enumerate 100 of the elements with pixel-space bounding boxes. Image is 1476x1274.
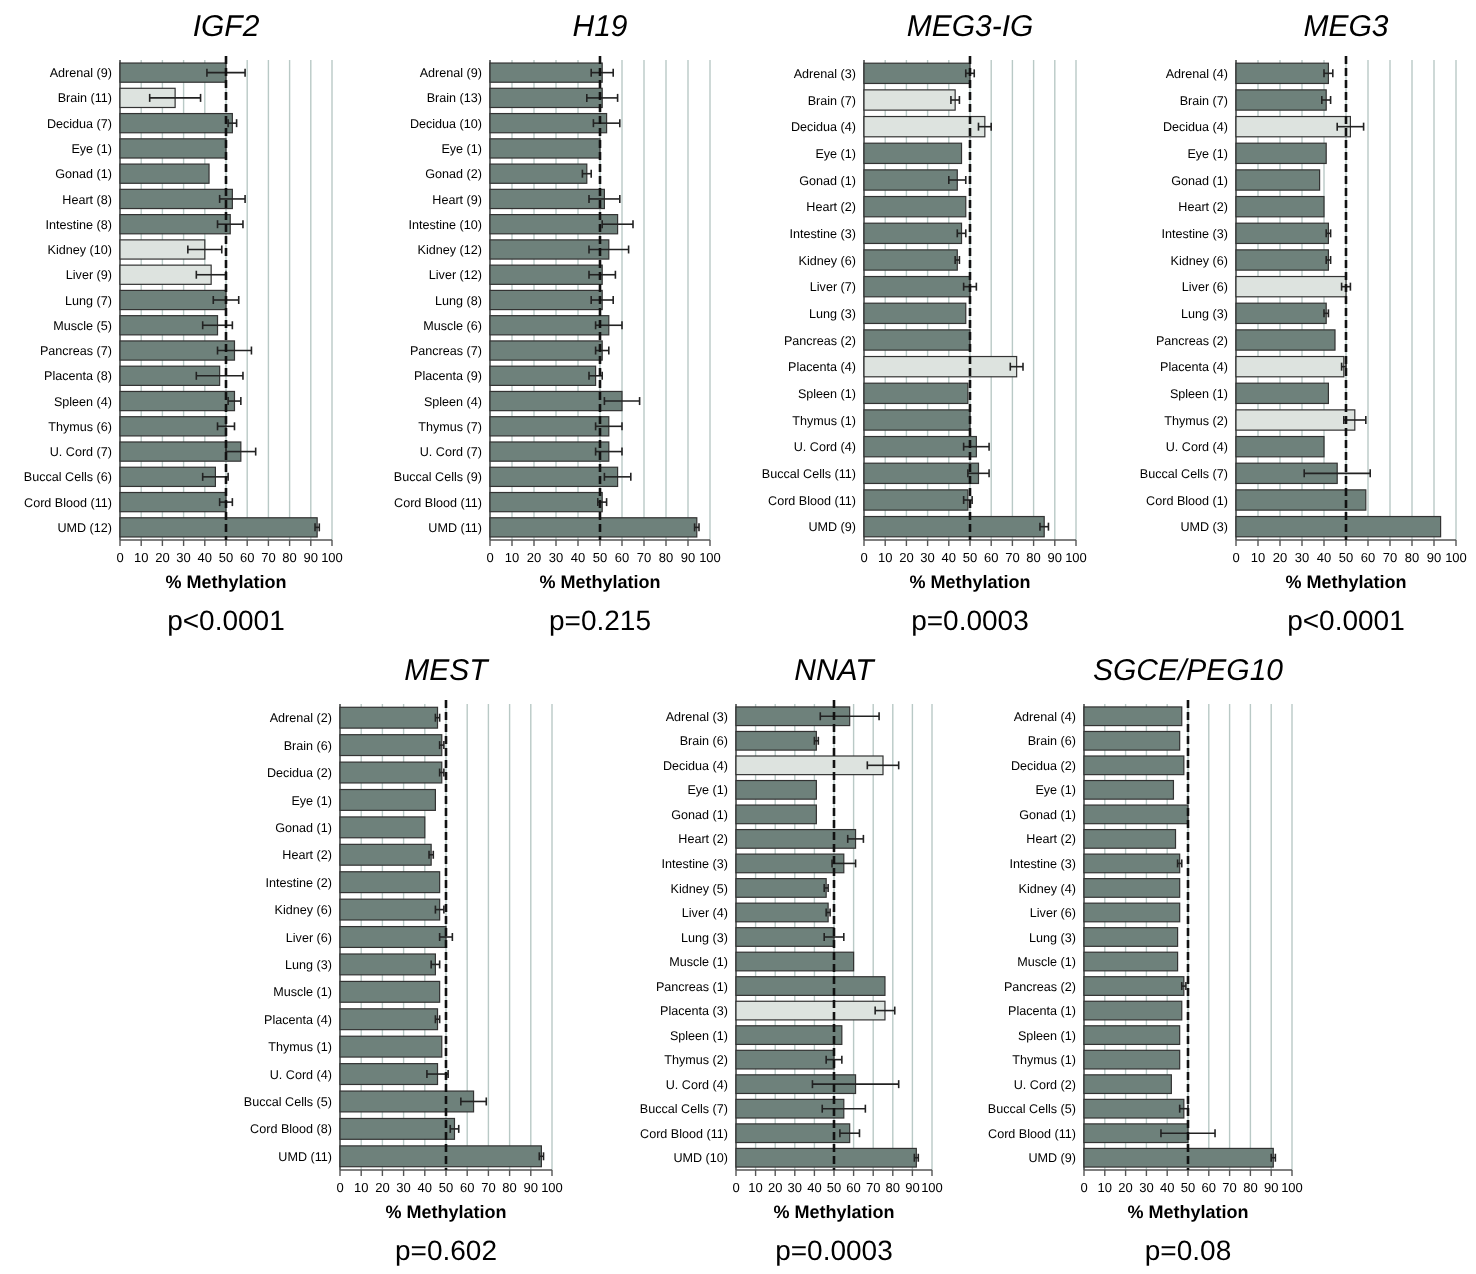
bar bbox=[339, 734, 443, 757]
bar bbox=[339, 788, 436, 811]
x-axis-title: % Methylation bbox=[385, 1202, 507, 1222]
bar bbox=[735, 1025, 843, 1046]
bar bbox=[735, 1049, 835, 1070]
bar bbox=[1083, 878, 1181, 898]
chart-title: H19 bbox=[572, 10, 629, 44]
bar bbox=[489, 87, 603, 109]
bar bbox=[863, 302, 967, 325]
bar bbox=[1235, 169, 1321, 191]
bar bbox=[119, 517, 318, 538]
bar bbox=[1235, 329, 1336, 351]
bar bbox=[1235, 249, 1329, 271]
bar bbox=[339, 953, 436, 976]
bar bbox=[489, 365, 597, 386]
bar bbox=[735, 730, 817, 751]
bar bbox=[489, 416, 610, 437]
bar bbox=[1083, 1025, 1181, 1046]
bar bbox=[1235, 142, 1327, 165]
bar bbox=[119, 491, 227, 513]
x-axis-title: % Methylation bbox=[539, 572, 661, 592]
bar bbox=[489, 491, 603, 513]
bar bbox=[1235, 435, 1325, 458]
text: p<0.0001 bbox=[1287, 604, 1406, 636]
text: p=0.215 bbox=[549, 604, 652, 636]
bar bbox=[1083, 1000, 1183, 1021]
bar bbox=[339, 898, 441, 921]
bar bbox=[1083, 1123, 1189, 1144]
bar bbox=[1235, 355, 1345, 378]
bar bbox=[489, 138, 601, 159]
bar bbox=[489, 466, 619, 488]
bar bbox=[119, 315, 219, 336]
bar bbox=[489, 315, 610, 336]
bar bbox=[1083, 853, 1181, 874]
bar bbox=[735, 1000, 886, 1021]
bar bbox=[863, 275, 971, 298]
bar bbox=[735, 927, 835, 947]
bar bbox=[735, 1098, 845, 1119]
bar bbox=[339, 843, 432, 866]
bar bbox=[735, 755, 884, 776]
bar bbox=[1235, 89, 1327, 111]
bar bbox=[339, 871, 441, 894]
bar bbox=[1235, 275, 1347, 298]
bar bbox=[863, 89, 956, 111]
bar bbox=[119, 466, 216, 488]
bar bbox=[339, 1090, 475, 1113]
bar bbox=[489, 264, 603, 285]
bar bbox=[1235, 222, 1329, 245]
bar bbox=[119, 188, 233, 210]
bar bbox=[489, 289, 603, 311]
bar bbox=[863, 169, 958, 191]
bar bbox=[489, 390, 623, 412]
bar bbox=[489, 163, 588, 184]
bar bbox=[489, 340, 603, 361]
bar bbox=[119, 163, 210, 184]
bar bbox=[863, 142, 963, 165]
text: p=0.0003 bbox=[775, 1234, 894, 1266]
bar bbox=[735, 1123, 851, 1144]
bar bbox=[1083, 927, 1179, 947]
bar bbox=[1083, 902, 1181, 923]
text: p=0.0003 bbox=[911, 604, 1030, 636]
bar bbox=[1235, 302, 1327, 325]
bar bbox=[735, 1074, 857, 1095]
bar bbox=[863, 409, 971, 431]
bar bbox=[1083, 1147, 1274, 1168]
text: p=0.08 bbox=[1144, 1234, 1232, 1266]
x-axis-title: % Methylation bbox=[1127, 1202, 1249, 1222]
bar bbox=[119, 289, 227, 311]
bar bbox=[735, 878, 827, 898]
bar bbox=[339, 1063, 439, 1086]
bar bbox=[863, 195, 967, 218]
bar bbox=[1235, 489, 1367, 511]
bar bbox=[863, 249, 958, 271]
x-axis-title: % Methylation bbox=[773, 1202, 895, 1222]
bar bbox=[863, 222, 963, 245]
bar bbox=[1235, 462, 1338, 485]
bar bbox=[339, 761, 443, 784]
bar bbox=[119, 340, 236, 361]
bar bbox=[863, 62, 971, 85]
bar bbox=[489, 239, 610, 260]
bar bbox=[119, 239, 206, 260]
bar bbox=[735, 853, 845, 874]
bar bbox=[119, 87, 176, 109]
bar bbox=[339, 1145, 542, 1168]
bar bbox=[1235, 382, 1329, 405]
bar bbox=[735, 976, 886, 996]
bar bbox=[1083, 828, 1177, 849]
bar bbox=[489, 441, 610, 462]
bar bbox=[735, 804, 817, 825]
chart-title: IGF2 bbox=[192, 10, 261, 44]
bar bbox=[1083, 1074, 1172, 1095]
bar bbox=[339, 1035, 443, 1058]
chart-title: MEST bbox=[404, 654, 492, 688]
chart-title: NNAT bbox=[794, 654, 878, 688]
bar bbox=[735, 951, 855, 972]
bar bbox=[119, 416, 227, 437]
bar bbox=[863, 115, 986, 138]
bar bbox=[1083, 951, 1179, 972]
bar bbox=[863, 382, 969, 405]
chart-title: MEG3 bbox=[1303, 10, 1390, 44]
